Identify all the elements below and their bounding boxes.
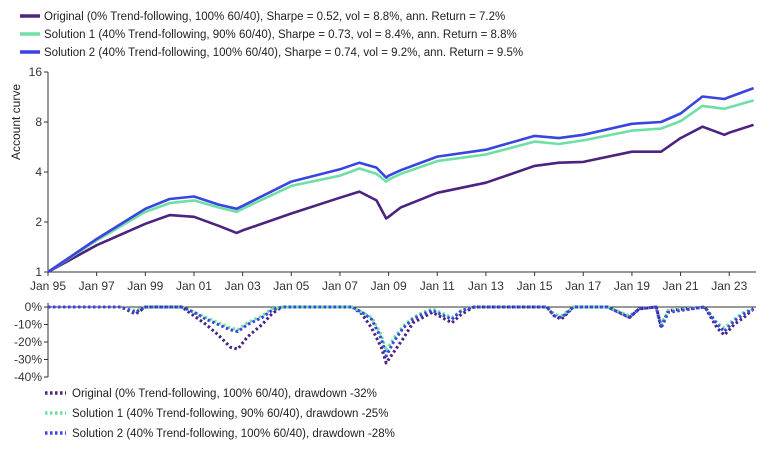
dd-legend-label: Original (0% Trend-following, 100% 60/40… bbox=[72, 388, 377, 400]
top-axes: 1 2 4 8 16 Account curve Jan 95 Jan 97 Jan 99 Jan… bbox=[9, 65, 756, 293]
legend-label: Solution 1 (40% Trend-following, 90% 60/… bbox=[44, 29, 517, 41]
dd-y-tick-label: -30% bbox=[14, 353, 42, 367]
dd-legend-label: Solution 2 (40% Trend-following, 100% 60… bbox=[72, 428, 395, 440]
legend-label: Original (0% Trend-following, 100% 60/40… bbox=[44, 11, 505, 23]
x-tick-label: Jan 15 bbox=[517, 279, 553, 293]
series-line-1 bbox=[47, 99, 754, 274]
y-tick-label: 8 bbox=[35, 115, 42, 129]
x-tick-label: Jan 21 bbox=[663, 279, 699, 293]
y-tick-label: 16 bbox=[29, 65, 43, 79]
dd-y-tick-label: 0% bbox=[25, 300, 43, 314]
x-tick-label: Jan 09 bbox=[371, 279, 407, 293]
y-tick-label: 4 bbox=[35, 165, 42, 179]
legend-label: Solution 2 (40% Trend-following, 100% 60… bbox=[44, 47, 523, 59]
x-tick-label: Jan 97 bbox=[79, 279, 115, 293]
x-tick-label: Jan 01 bbox=[176, 279, 212, 293]
x-tick-label: Jan 19 bbox=[614, 279, 650, 293]
bottom-lines bbox=[48, 305, 755, 365]
y-tick-label: 2 bbox=[35, 215, 42, 229]
x-tick-label: Jan 07 bbox=[322, 279, 358, 293]
x-tick-label: Jan 99 bbox=[127, 279, 163, 293]
x-tick-label: Jan 03 bbox=[225, 279, 261, 293]
x-tick-label: Jan 05 bbox=[273, 279, 309, 293]
x-tick-label: Jan 23 bbox=[711, 279, 747, 293]
x-tick-label: Jan 17 bbox=[565, 279, 601, 293]
y-tick-label: 1 bbox=[35, 265, 42, 279]
dd-y-tick-label: -10% bbox=[14, 318, 42, 332]
drawdown-line-0 bbox=[48, 305, 755, 365]
x-tick-label: Jan 13 bbox=[468, 279, 504, 293]
x-tick-label: Jan 95 bbox=[30, 279, 66, 293]
x-tick-label: Jan 11 bbox=[420, 279, 455, 293]
y-axis-title: Account curve bbox=[9, 84, 23, 160]
dd-y-tick-label: -40% bbox=[14, 370, 42, 384]
top-legend: Original (0% Trend-following, 100% 60/40… bbox=[20, 11, 523, 59]
bottom-legend: Original (0% Trend-following, 100% 60/40… bbox=[45, 388, 395, 440]
dd-legend-label: Solution 1 (40% Trend-following, 90% 60/… bbox=[72, 408, 388, 420]
dd-y-tick-label: -20% bbox=[14, 335, 42, 349]
series-line-0 bbox=[47, 123, 755, 274]
bottom-axes: 0% -10% -20% -30% -40% bbox=[14, 300, 756, 384]
series-line-2 bbox=[47, 86, 755, 274]
drawdown-line-2 bbox=[48, 305, 755, 358]
top-lines bbox=[47, 86, 755, 274]
